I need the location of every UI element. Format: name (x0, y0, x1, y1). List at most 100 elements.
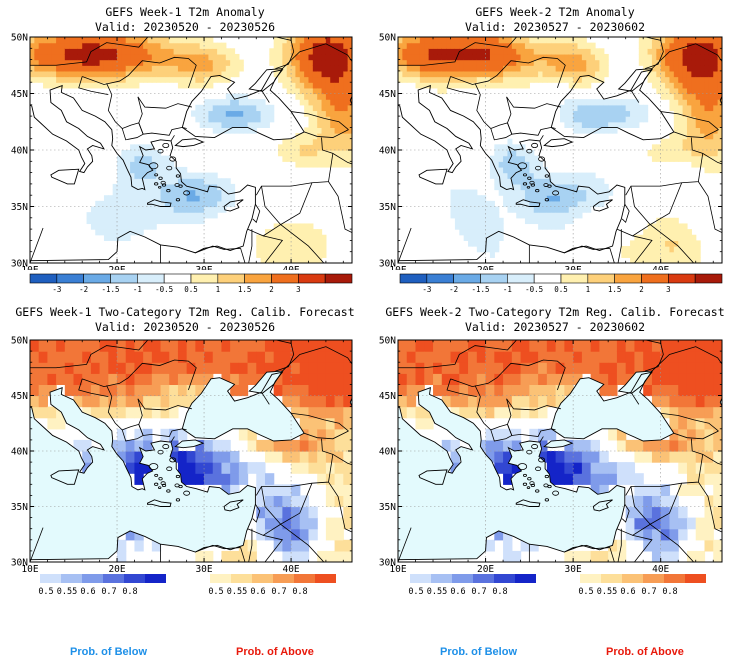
anomaly-cell (708, 150, 714, 157)
anomaly-cell (485, 59, 491, 66)
probability-cell (343, 462, 352, 474)
anomaly-cell (299, 155, 305, 162)
anomaly-cell (529, 166, 535, 174)
anomaly-cell (713, 37, 719, 44)
anomaly-cell (204, 99, 209, 106)
anomaly-cell (564, 183, 570, 191)
anomaly-cell (682, 246, 688, 253)
anomaly-cell (221, 195, 227, 202)
island-outline (158, 176, 163, 180)
probability-cell (599, 462, 609, 474)
probability-cell (660, 528, 671, 541)
probability-cell (511, 439, 522, 452)
probability-cell (160, 340, 170, 352)
island-outline (522, 173, 527, 177)
anomaly-cell (577, 48, 583, 55)
anomaly-cell (625, 246, 631, 253)
anomaly-cell (138, 65, 144, 72)
probability-cell (169, 373, 179, 385)
anomaly-cell (625, 251, 631, 258)
anomaly-cell (186, 212, 192, 219)
anomaly-cell (682, 150, 688, 157)
anomaly-cell (686, 93, 692, 100)
anomaly-cell (317, 138, 323, 145)
probability-cell (334, 484, 344, 496)
anomaly-cell (546, 59, 552, 66)
anomaly-cell (34, 37, 40, 44)
anomaly-cell (516, 59, 522, 66)
anomaly-cell (269, 110, 275, 117)
anomaly-cell (191, 195, 196, 202)
anomaly-cell (463, 200, 469, 208)
anomaly-cell (555, 37, 561, 44)
coastline-2 (349, 397, 352, 408)
anomaly-cell (156, 161, 162, 168)
anomaly-cell (485, 82, 491, 89)
anomaly-cell (529, 155, 535, 162)
anomaly-cell (551, 59, 557, 66)
probability-cell (494, 406, 504, 419)
anomaly-cell (191, 178, 196, 185)
probability-cell (546, 428, 557, 441)
probability-cell (590, 462, 601, 474)
anomaly-cell (481, 65, 487, 72)
probability-cell (643, 373, 653, 385)
country-border (446, 76, 477, 96)
anomaly-cell (542, 166, 548, 174)
country-border (398, 37, 518, 66)
anomaly-cell (312, 48, 318, 55)
anomaly-cell (308, 161, 314, 168)
anomaly-cell (295, 223, 301, 230)
anomaly-cell (599, 59, 605, 66)
anomaly-cell (299, 82, 305, 89)
anomaly-cell (286, 87, 292, 95)
anomaly-cell (195, 53, 201, 61)
anomaly-cell (169, 76, 175, 83)
probability-cell (503, 340, 513, 352)
probability-cell (713, 384, 722, 397)
anomaly-cell (651, 82, 657, 89)
anomaly-cell (643, 59, 649, 66)
anomaly-cell (130, 155, 136, 162)
probability-cell (538, 451, 548, 463)
anomaly-cell (678, 82, 684, 89)
anomaly-cell (247, 99, 253, 106)
probability-cell (230, 384, 240, 397)
probability-cell (273, 384, 283, 397)
probability-cell (221, 484, 231, 496)
legend-swatch-above (580, 574, 601, 583)
anomaly-cell (686, 127, 692, 134)
anomaly-cell (686, 104, 692, 112)
anomaly-cell (590, 121, 596, 128)
legend-label: -0.5 (155, 285, 173, 294)
anomaly-cell (616, 104, 622, 112)
probability-cell (238, 428, 249, 441)
anomaly-cell (638, 110, 644, 117)
anomaly-cell (125, 37, 131, 44)
anomaly-cell (308, 53, 314, 61)
lat-label: 45N (379, 89, 396, 100)
anomaly-cell (30, 59, 35, 66)
island-outline (154, 473, 159, 477)
anomaly-cell (295, 229, 301, 236)
anomaly-cell (69, 48, 75, 55)
probability-cell (599, 451, 609, 463)
anomaly-cell (95, 70, 101, 78)
probability-cell (299, 428, 310, 441)
anomaly-cell (603, 99, 609, 106)
anomaly-cell (260, 246, 266, 253)
anomaly-cell (282, 53, 288, 61)
anomaly-cell (529, 37, 535, 44)
anomaly-cell (330, 144, 336, 151)
anomaly-cell (312, 53, 318, 61)
anomaly-cell (686, 251, 692, 258)
anomaly-cell (278, 223, 283, 230)
coastline-3 (543, 138, 574, 148)
anomaly-cell (147, 178, 153, 185)
anomaly-cell (108, 37, 114, 44)
anomaly-cell (164, 172, 170, 179)
anomaly-cell (130, 53, 136, 61)
anomaly-cell (450, 59, 456, 66)
anomaly-cell (560, 217, 565, 225)
anomaly-cell (581, 104, 587, 112)
